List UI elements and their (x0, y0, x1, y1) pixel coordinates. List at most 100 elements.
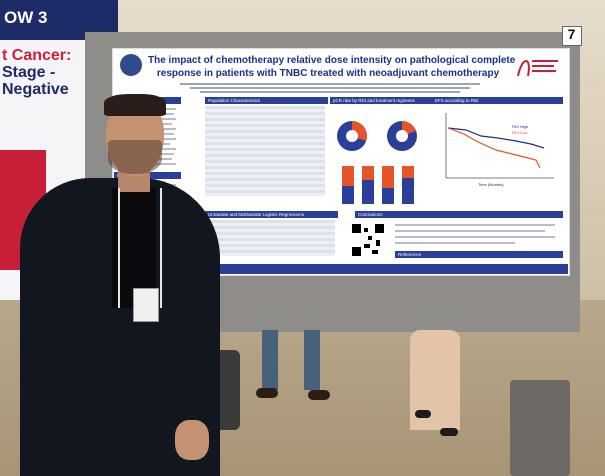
table-row (205, 181, 325, 184)
presenter-hand (175, 420, 209, 460)
table-row (205, 175, 325, 178)
qr-module (364, 244, 370, 248)
table-row (205, 244, 335, 247)
bar (402, 166, 414, 178)
bystander-leg (262, 330, 278, 390)
banner-text-line2: Stage - (2, 64, 56, 81)
efs-kaplan-meier-plot (445, 113, 554, 179)
poster-affiliations (200, 91, 460, 93)
text-line (395, 224, 555, 226)
qr-module (364, 228, 368, 232)
text-line (395, 236, 555, 238)
section-efs: EFS according to RDI (432, 97, 563, 104)
population-table (205, 106, 325, 206)
table-row (205, 157, 325, 160)
board-number-card (562, 26, 582, 46)
table-row (205, 139, 325, 142)
section-references: References (395, 251, 563, 258)
table-row (205, 112, 325, 115)
table-row (205, 193, 325, 196)
table-row (205, 220, 335, 223)
qr-module (372, 250, 378, 254)
pcr-pie-charts (337, 121, 417, 151)
table-row (205, 127, 325, 130)
bystander-shoe (308, 390, 330, 400)
poster-title-line2: response in patients with TNBC treated w… (156, 68, 500, 79)
banner-text-line1: t Cancer: (2, 47, 72, 64)
pie-hole (396, 130, 408, 142)
series-line-rdi-high (447, 127, 545, 149)
table-row (205, 133, 325, 136)
bar (382, 166, 394, 188)
table-row (205, 172, 325, 175)
table-row (205, 106, 325, 109)
table-row (205, 235, 335, 238)
name-badge (133, 288, 159, 322)
text-line (395, 242, 515, 244)
bar (342, 166, 354, 186)
table-row (205, 124, 325, 127)
table-row (205, 247, 335, 250)
table-row (205, 145, 325, 148)
pie-hole (346, 130, 358, 142)
table-row (205, 109, 325, 112)
table-row (205, 178, 325, 181)
table-row (205, 238, 335, 241)
table-row (205, 136, 325, 139)
table-row (205, 190, 325, 193)
table-row (205, 253, 335, 256)
qr-code-icon[interactable] (350, 222, 386, 258)
section-pcr: pCR rate by RDI and treatment regimens (330, 97, 433, 104)
table-row (205, 142, 325, 145)
hospital-logo-icon (517, 60, 558, 77)
efs-xlabel: Time (Months) (478, 182, 504, 187)
table-row (205, 232, 335, 235)
bystander-shoe (415, 410, 431, 418)
pcr-bar-chart (340, 166, 420, 206)
qr-module (376, 240, 380, 246)
table-row (205, 118, 325, 121)
section-conclusions: Conclusions (355, 211, 563, 218)
chair (510, 380, 570, 476)
efs-legend-low: RDI Low (512, 130, 528, 135)
table-row (205, 187, 325, 190)
bar (362, 180, 374, 204)
table-row (205, 121, 325, 124)
bystander-shoe (256, 388, 278, 398)
table-row (205, 148, 325, 151)
table-row (205, 160, 325, 163)
poster-footer-band (112, 264, 568, 274)
table-row (205, 115, 325, 118)
bar (402, 178, 414, 204)
table-row (205, 250, 335, 253)
poster-affiliations (190, 87, 470, 89)
section-regressions: Univariate and Multivariate Logistic Reg… (205, 211, 338, 218)
board-number: 7 (567, 26, 576, 42)
lanyard (118, 188, 162, 308)
text-line (395, 230, 545, 232)
bar (342, 186, 354, 204)
table-row (205, 163, 325, 166)
banner-text-line3: Negative (2, 81, 69, 98)
qr-module (368, 236, 372, 240)
bar (382, 188, 394, 204)
table-row (205, 229, 335, 232)
qr-marker (352, 224, 361, 233)
table-row (205, 223, 335, 226)
table-row (205, 241, 335, 244)
presenter-hair (104, 94, 166, 116)
presenter-beard (108, 140, 162, 174)
banner-text-top: OW 3 (4, 8, 48, 27)
table-row (205, 130, 325, 133)
table-row (205, 226, 335, 229)
poster-title-line1: The impact of chemotherapy relative dose… (148, 55, 516, 66)
series-line-rdi-low (447, 127, 541, 169)
university-logo-icon (120, 54, 142, 76)
qr-marker (352, 247, 361, 256)
bystander-shoe (440, 428, 458, 436)
table-row (205, 154, 325, 157)
bystander-leg (304, 330, 320, 390)
table-row (205, 169, 325, 172)
regression-table (205, 220, 335, 260)
bar (362, 166, 374, 180)
